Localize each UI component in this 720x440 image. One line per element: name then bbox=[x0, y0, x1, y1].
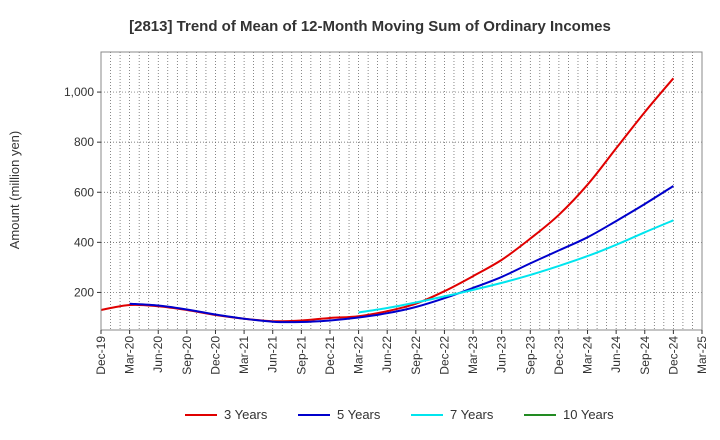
x-tick-label: Dec-23 bbox=[552, 336, 566, 375]
x-tick-label: Jun-20 bbox=[151, 336, 165, 373]
legend-label: 7 Years bbox=[450, 407, 494, 422]
x-tick-label: Jun-22 bbox=[380, 336, 394, 373]
x-axis: Dec-19 Mar-20 Jun-20 Sep-20 Dec-20 Mar-21 Jun-… bbox=[94, 330, 709, 375]
x-tick-label: Mar-20 bbox=[123, 336, 137, 374]
x-tick-label: Mar-21 bbox=[237, 336, 251, 374]
y-tick-label: 200 bbox=[74, 285, 94, 299]
x-tick-label: Sep-24 bbox=[638, 336, 652, 375]
y-axis-label: Amount (million yen) bbox=[7, 131, 22, 250]
x-tick-label: Sep-20 bbox=[180, 336, 194, 375]
x-tick-label: Dec-20 bbox=[208, 336, 222, 375]
x-tick-label: Mar-22 bbox=[352, 336, 366, 374]
x-tick-label: Sep-22 bbox=[409, 336, 423, 375]
x-tick-label: Jun-23 bbox=[495, 336, 509, 373]
plot-border bbox=[100, 51, 703, 331]
x-tick-label: Mar-23 bbox=[466, 336, 480, 374]
x-tick-label: Mar-25 bbox=[695, 336, 709, 374]
y-tick-label: 1,000 bbox=[64, 85, 94, 99]
chart-title: [2813] Trend of Mean of 12-Month Moving … bbox=[129, 18, 611, 35]
y-tick-label: 400 bbox=[74, 235, 94, 249]
legend: 3 Years 5 Years 7 Years 10 Years bbox=[185, 407, 614, 422]
legend-label: 10 Years bbox=[563, 407, 614, 422]
y-tick-label: 800 bbox=[74, 135, 94, 149]
x-tick-label: Dec-21 bbox=[323, 336, 337, 375]
y-tick-label: 600 bbox=[74, 185, 94, 199]
series-line-5-years bbox=[129, 185, 674, 324]
legend-label: 3 Years bbox=[224, 407, 268, 422]
x-tick-label: Mar-24 bbox=[581, 336, 595, 374]
x-tick-label: Dec-24 bbox=[666, 336, 680, 375]
plot-background bbox=[101, 52, 702, 330]
y-axis: 200 400 600 800 1,000 bbox=[64, 85, 101, 299]
x-tick-label: Sep-23 bbox=[523, 336, 537, 375]
x-tick-label: Jun-24 bbox=[609, 336, 623, 373]
plot-area bbox=[100, 51, 703, 331]
x-tick-label: Jun-21 bbox=[266, 336, 280, 373]
x-tick-label: Dec-22 bbox=[437, 336, 451, 375]
x-tick-label: Sep-21 bbox=[294, 336, 308, 375]
series-line-7-years bbox=[358, 219, 674, 314]
x-tick-label: Dec-19 bbox=[94, 336, 108, 375]
legend-label: 5 Years bbox=[337, 407, 381, 422]
